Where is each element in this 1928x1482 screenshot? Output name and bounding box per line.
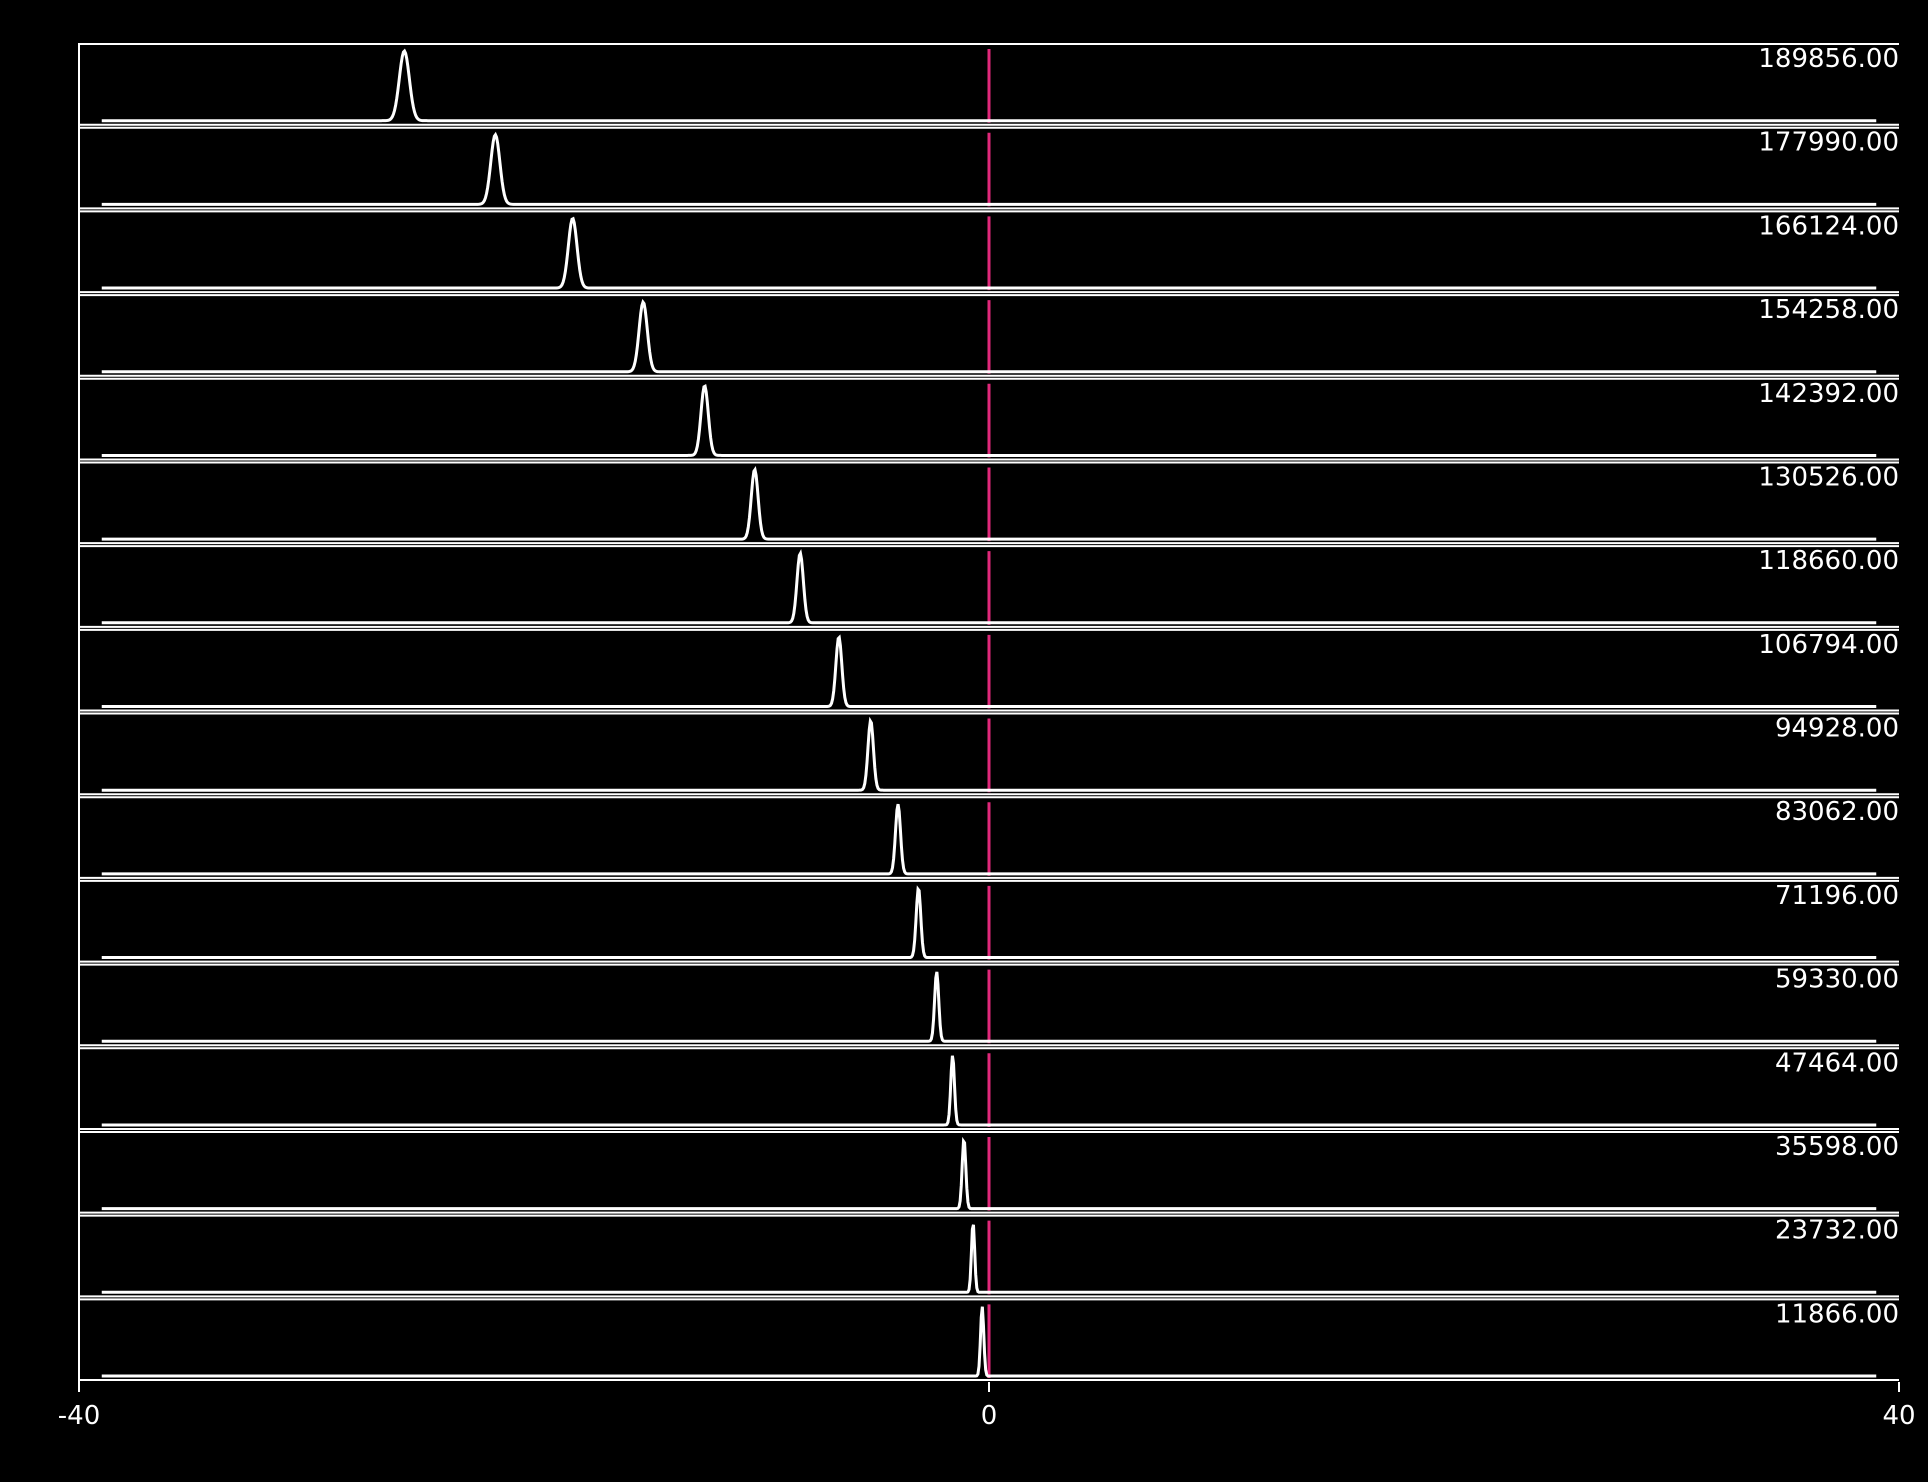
ridge-curve: [101, 634, 1877, 708]
series-label: 47464.00: [1775, 1048, 1899, 1078]
x-tick-label: 40: [1882, 1401, 1915, 1431]
ridge-curve: [101, 1055, 1877, 1127]
series-label: 189856.00: [1758, 44, 1899, 74]
ridge-curve: [101, 131, 1877, 206]
ridge-curve: [101, 971, 1877, 1043]
series-label: 118660.00: [1758, 546, 1899, 576]
ridge-curve: [101, 803, 1877, 876]
series-label: 130526.00: [1758, 462, 1899, 492]
ridge-curve: [101, 216, 1877, 290]
ridge-curve: [101, 1224, 1877, 1294]
series-label: 71196.00: [1775, 881, 1899, 911]
ridge-curve: [101, 548, 1877, 625]
series-label: 83062.00: [1775, 797, 1899, 827]
series-label: 154258.00: [1758, 295, 1899, 325]
ridge-curve: [101, 716, 1877, 792]
ridge-curve: [101, 384, 1877, 457]
series-label: 142392.00: [1758, 379, 1899, 409]
ridge-curve: [101, 885, 1877, 960]
x-tick-label: 0: [981, 1401, 998, 1431]
series-label: 59330.00: [1775, 965, 1899, 995]
series-label: 94928.00: [1775, 714, 1899, 744]
series-label: 23732.00: [1775, 1216, 1899, 1246]
x-tick-label: -40: [58, 1401, 100, 1431]
ridge-curve: [101, 466, 1877, 541]
ridge-curve: [101, 1306, 1877, 1378]
series-label: 11866.00: [1775, 1299, 1899, 1329]
ridge-curve: [101, 1136, 1877, 1211]
ridge-curve: [101, 298, 1877, 374]
ridge-curve: [101, 48, 1877, 123]
series-label: 106794.00: [1758, 630, 1899, 660]
series-label: 177990.00: [1758, 128, 1899, 158]
series-label: 35598.00: [1775, 1132, 1899, 1162]
series-label: 166124.00: [1758, 211, 1899, 241]
